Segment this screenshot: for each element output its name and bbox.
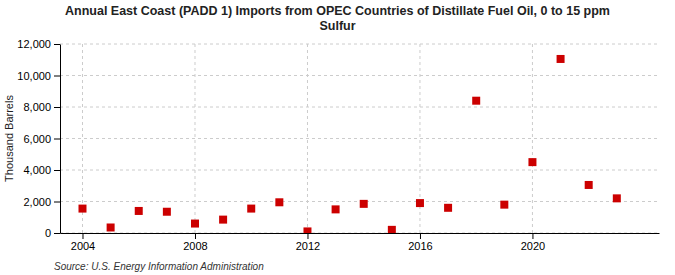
annotation: Source: U.S. Energy Information Administ… <box>54 261 264 272</box>
y-axis-tick-mark <box>54 170 60 171</box>
y-axis-tick-label: 0 <box>45 227 51 239</box>
y-axis-tick-label: 12,000 <box>17 38 51 50</box>
x-axis-tick: 2020 <box>521 233 545 252</box>
point <box>107 223 115 231</box>
x-axis-tick-label: 2016 <box>408 240 432 252</box>
point <box>332 205 340 213</box>
y-axis-tick-mark <box>54 233 60 234</box>
point <box>444 204 452 212</box>
x-axis-tick-label: 2008 <box>183 240 207 252</box>
grid-line-x <box>194 44 195 233</box>
x-axis-tick-mark <box>82 233 83 239</box>
y-axis-tick-mark <box>54 44 60 45</box>
point <box>416 199 424 207</box>
x-axis-tick-label: 2012 <box>296 240 320 252</box>
point <box>528 158 536 166</box>
point <box>191 220 199 228</box>
grid-line-y <box>60 107 659 108</box>
grid-line-y <box>60 233 659 234</box>
y-axis-tick-label: 2,000 <box>23 196 51 208</box>
point <box>557 55 565 63</box>
grid <box>60 44 659 233</box>
point <box>163 208 171 216</box>
point <box>219 216 227 224</box>
title-line: Annual East Coast (PADD 1) Imports from … <box>65 4 610 18</box>
y-axis-tick-label: 8,000 <box>23 101 51 113</box>
y-axis-tick: 6,000 <box>23 133 60 145</box>
y-axis-tick: 8,000 <box>23 101 60 113</box>
point <box>585 181 593 189</box>
x-axis-tick-mark <box>420 233 421 239</box>
y-axis-tick: 2,000 <box>23 196 60 208</box>
x-axis-tick: 2012 <box>296 233 320 252</box>
x-axis-tick-mark <box>195 233 196 239</box>
point <box>613 194 621 202</box>
x-axis-tick-mark <box>307 233 308 239</box>
x-axis-line <box>61 233 660 234</box>
grid-line-x <box>532 44 533 233</box>
y-axis-tick-mark <box>54 76 60 77</box>
x-axis-tick-label: 2004 <box>71 240 95 252</box>
y-axis-tick-mark <box>54 139 60 140</box>
y-axis-tick-mark <box>54 202 60 203</box>
y-axis-tick-label: 10,000 <box>17 70 51 82</box>
y-axis-tick: 4,000 <box>23 164 60 176</box>
y-axis: 0 2,000 4,000 6,000 8,000 10,000 12,000 <box>17 38 60 239</box>
y-axis-tick: 12,000 <box>17 38 60 50</box>
point <box>388 226 396 233</box>
x-axis-tick: 2008 <box>183 233 207 252</box>
y-axis-tick: 10,000 <box>17 70 60 82</box>
point <box>472 97 480 105</box>
point <box>135 207 143 215</box>
title-line: Sulfur <box>319 19 355 33</box>
plot: 2004 2008 2012 2016 2020 0 2,000 4,000 6,000 8,00… <box>17 38 659 252</box>
y-axis-tick-label: 4,000 <box>23 164 51 176</box>
y-axis-tick: 0 <box>45 227 60 239</box>
x-axis-tick: 2004 <box>71 233 95 252</box>
title: Annual East Coast (PADD 1) Imports from … <box>65 4 610 33</box>
x-axis-tick-label: 2020 <box>521 240 545 252</box>
point <box>303 227 311 233</box>
grid-line-y <box>60 138 659 139</box>
grid-line-y <box>60 201 659 202</box>
grid-line-y <box>60 44 659 45</box>
y-axis-line <box>60 45 61 234</box>
grid-line-x <box>307 44 308 233</box>
x-axis-tick-mark <box>532 233 533 239</box>
y-axis-tick-mark <box>54 107 60 108</box>
point <box>247 205 255 213</box>
points <box>78 55 620 233</box>
y-axis-tick-label: 6,000 <box>23 133 51 145</box>
point <box>500 201 508 209</box>
chart: 2004 2008 2012 2016 2020 0 2,000 4,000 6,000 8,00… <box>0 0 675 275</box>
point <box>275 198 283 206</box>
x-axis: 2004 2008 2012 2016 2020 <box>61 233 660 252</box>
grid-line-y <box>60 75 659 76</box>
point <box>360 200 368 208</box>
grid-line-y <box>60 170 659 171</box>
point <box>78 205 86 213</box>
y-axis-title: Thousand Barrels <box>3 95 15 182</box>
x-axis-tick: 2016 <box>408 233 432 252</box>
